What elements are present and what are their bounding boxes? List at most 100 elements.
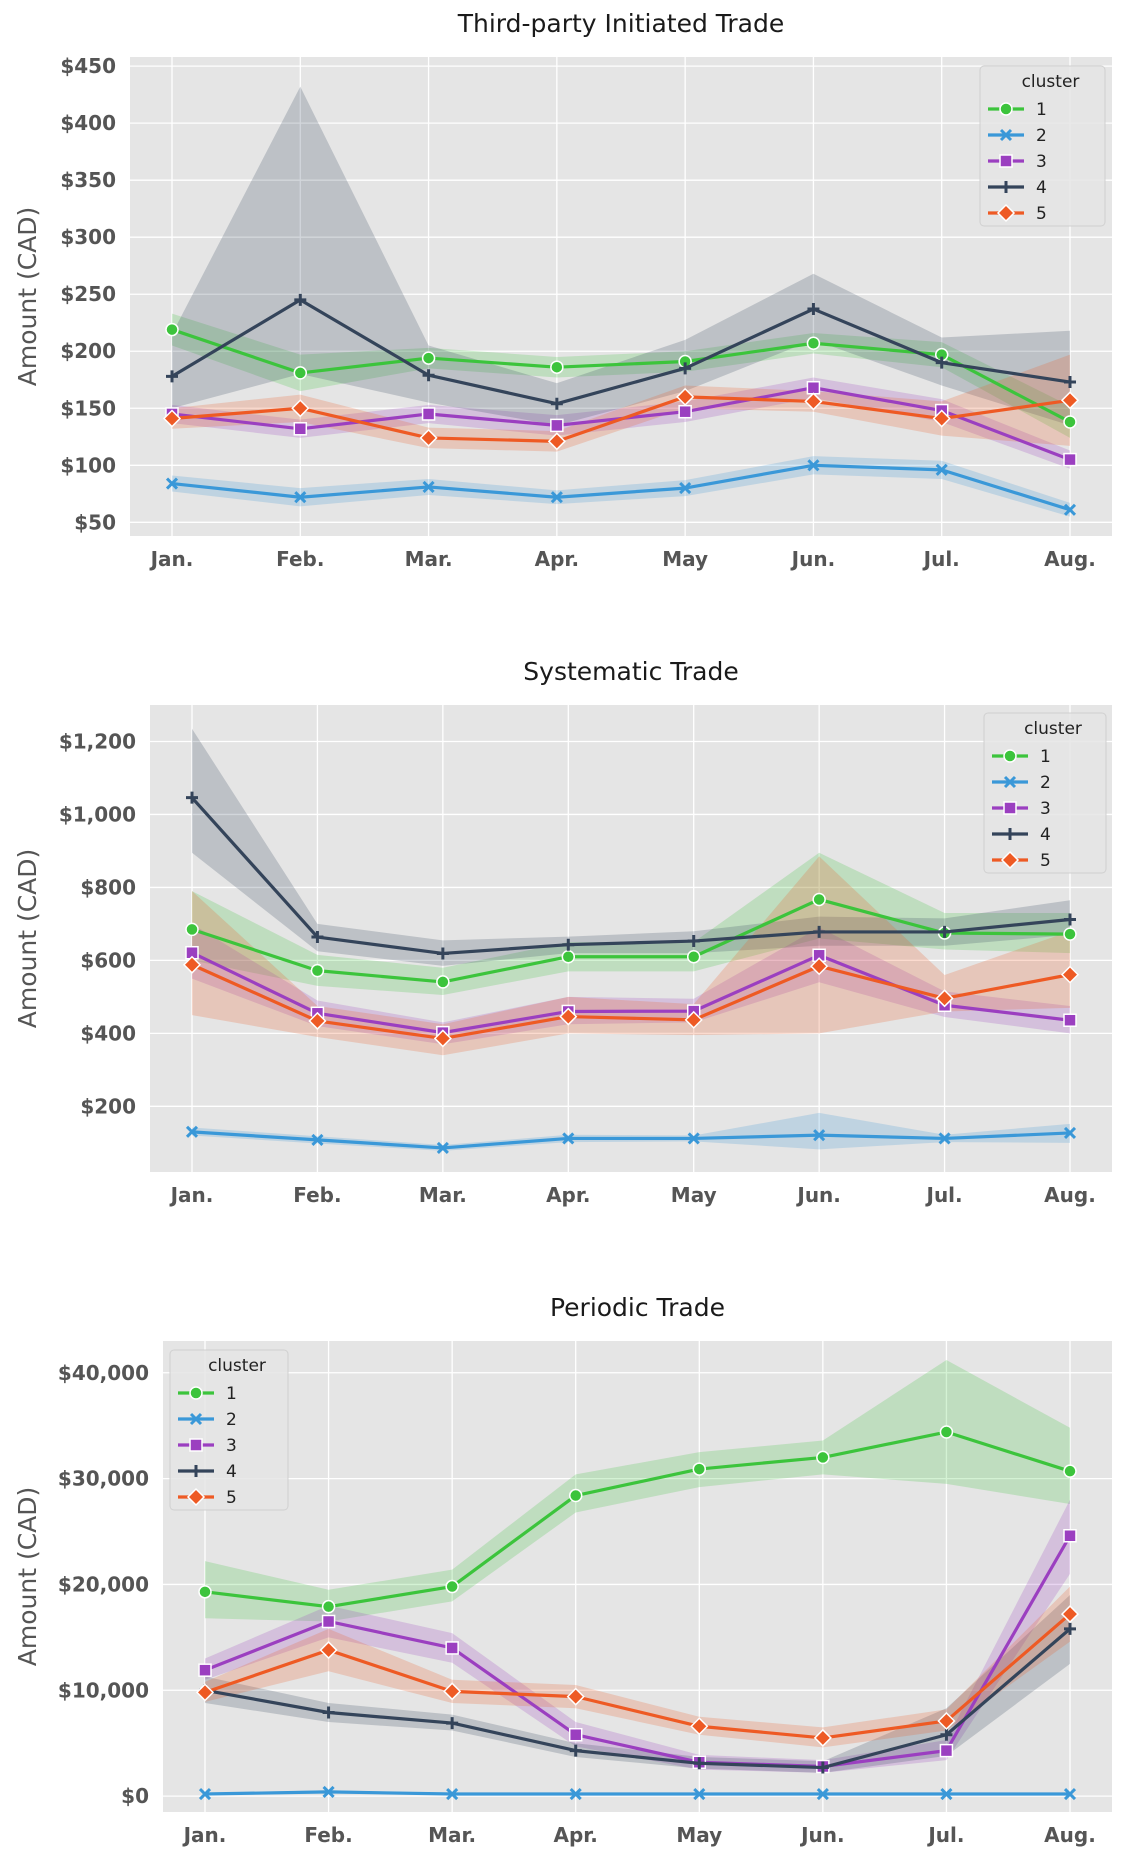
data-point-5: [813, 1728, 832, 1747]
confidence-band-4: [192, 728, 1070, 966]
data-point-5: [1060, 1605, 1080, 1624]
data-point-1: [561, 949, 576, 964]
y-tick-label: $1,000: [59, 802, 136, 826]
data-point-1: [198, 1585, 212, 1599]
confidence-band-3: [192, 923, 1070, 1045]
data-point-5: [1060, 965, 1080, 984]
legend-marker-2: [999, 128, 1013, 142]
data-point-1: [1063, 415, 1077, 429]
legend: cluster 1 2 3 4 5: [979, 65, 1106, 227]
data-point-4: [446, 1717, 459, 1730]
series-line-5: [191, 963, 1071, 1041]
data-point-5: [676, 387, 695, 406]
legend-marker-2: [1003, 775, 1017, 789]
data-point-1: [436, 975, 450, 989]
legend-marker-5: [1000, 850, 1020, 870]
x-tick-label: Jan.: [149, 547, 194, 571]
y-tick-label: $10,000: [58, 1678, 149, 1702]
data-point-4: [311, 931, 324, 944]
y-tick-label: $40,000: [58, 1361, 149, 1385]
x-tick-label: May: [676, 1823, 722, 1847]
data-point-1: [445, 1579, 459, 1594]
x-tick-label: Feb.: [293, 1183, 341, 1207]
data-point-3: [293, 422, 308, 436]
data-point-1: [1063, 1464, 1077, 1478]
data-point-2: [322, 1785, 335, 1798]
chart-title: Third-party Initiated Trade: [457, 9, 784, 38]
x-tick-label: Jun.: [790, 547, 836, 571]
data-point-5: [935, 989, 954, 1008]
legend-label-4: 4: [1036, 178, 1047, 198]
legend-label-3: 3: [1040, 799, 1051, 819]
data-point-5: [566, 1687, 585, 1706]
confidence-band-3: [205, 1499, 1070, 1773]
data-point-2: [446, 1787, 459, 1801]
legend-label-2: 2: [1040, 773, 1051, 793]
y-tick-label: $1,200: [59, 729, 136, 753]
data-point-4: [550, 397, 563, 410]
x-tick-label: Apr.: [546, 1183, 590, 1207]
data-point-2: [935, 463, 948, 476]
data-point-4: [1064, 913, 1076, 926]
data-point-1: [692, 1462, 707, 1476]
legend-label-1: 1: [226, 1384, 237, 1404]
legend-marker-1: [189, 1386, 203, 1400]
legend-marker-3: [1003, 801, 1017, 815]
data-point-4: [436, 947, 449, 960]
data-point-2: [311, 1133, 324, 1146]
data-point-5: [1060, 391, 1080, 410]
legend-marker-4: [1000, 181, 1012, 193]
y-tick-label: $350: [60, 168, 116, 192]
data-point-2: [422, 480, 435, 494]
data-point-1: [816, 1450, 830, 1465]
data-point-4: [938, 925, 951, 938]
data-point-2: [813, 1129, 826, 1142]
chart-title: Systematic Trade: [523, 657, 738, 686]
data-point-5: [443, 1682, 462, 1701]
x-tick-label: Apr.: [535, 547, 579, 571]
y-axis-label: Amount (CAD): [13, 207, 42, 387]
y-tick-label: $200: [80, 1094, 136, 1118]
y-tick-label: $150: [60, 396, 116, 420]
legend-label-4: 4: [226, 1462, 237, 1482]
data-point-5: [419, 428, 438, 447]
legend-label-5: 5: [1036, 204, 1047, 224]
chart-title: Periodic Trade: [550, 1293, 725, 1322]
data-point-1: [550, 360, 564, 374]
data-point-1: [421, 351, 436, 365]
y-tick-label: $600: [80, 948, 136, 972]
confidence-band-3: [172, 377, 1070, 469]
data-point-3: [445, 1641, 459, 1655]
data-point-5: [559, 1007, 578, 1026]
plot-area: [163, 1341, 1112, 1812]
confidence-band-1: [205, 1360, 1070, 1622]
data-point-4: [1064, 1622, 1076, 1635]
series-line-3: [191, 951, 1071, 1035]
legend: cluster 1 2 3 4 5: [169, 1349, 289, 1511]
data-point-2: [550, 491, 563, 504]
data-point-4: [693, 1757, 706, 1770]
confidence-band-4: [172, 86, 1070, 426]
legend-label-3: 3: [226, 1436, 237, 1456]
y-tick-label: $250: [60, 282, 116, 306]
data-point-5: [804, 392, 823, 411]
data-point-2: [679, 482, 692, 495]
y-axis-label: Amount (CAD): [13, 849, 42, 1029]
data-point-5: [932, 409, 951, 428]
legend-marker-2: [189, 1412, 203, 1426]
x-tick-label: Jan.: [182, 1823, 227, 1847]
series-line-2: [171, 463, 1071, 512]
data-point-1: [293, 366, 308, 380]
x-tick-label: Jun.: [795, 1183, 841, 1207]
legend-title: cluster: [1024, 719, 1082, 739]
plot-area: [150, 705, 1112, 1172]
legend-marker-5: [996, 203, 1016, 223]
data-point-2: [562, 1132, 575, 1145]
data-point-5: [182, 955, 202, 974]
series-line-4: [171, 298, 1071, 406]
data-point-2: [198, 1787, 212, 1801]
x-tick-label: May: [662, 547, 708, 571]
data-point-2: [940, 1787, 953, 1801]
y-tick-label: $400: [80, 1021, 136, 1045]
data-point-4: [687, 935, 700, 948]
